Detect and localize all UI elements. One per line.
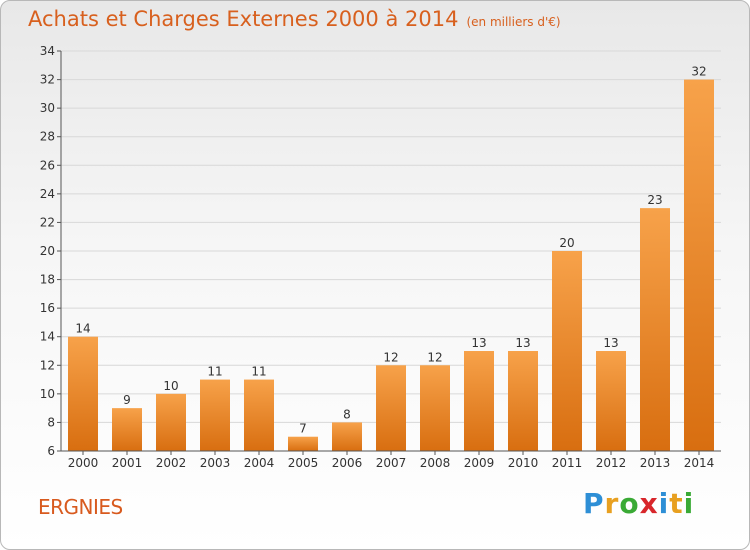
y-tick-label: 10 — [40, 387, 55, 401]
y-tick-label: 16 — [40, 301, 55, 315]
x-tick-label: 2014 — [684, 456, 715, 470]
bar-2006 — [332, 422, 362, 451]
x-tick-label: 2013 — [640, 456, 671, 470]
commune-name: ERGNIES — [38, 495, 123, 519]
bar-2003 — [200, 379, 230, 451]
data-label: 12 — [427, 350, 442, 364]
y-tick-label: 6 — [47, 444, 55, 458]
x-tick-label: 2001 — [112, 456, 143, 470]
x-tick-label: 2008 — [420, 456, 451, 470]
bar-2004 — [244, 379, 274, 451]
data-label: 7 — [299, 422, 307, 436]
bar-2008 — [420, 365, 450, 451]
y-tick-label: 22 — [40, 215, 55, 229]
bar-2012 — [596, 351, 626, 451]
y-tick-label: 8 — [47, 415, 55, 429]
data-label: 8 — [343, 407, 351, 421]
bar-2014 — [684, 79, 714, 452]
x-tick-label: 2009 — [464, 456, 495, 470]
x-tick-label: 2012 — [596, 456, 627, 470]
data-label: 20 — [559, 236, 574, 250]
x-tick-label: 2000 — [68, 456, 99, 470]
y-tick-label: 24 — [40, 187, 55, 201]
bar-2000 — [68, 336, 98, 451]
data-label: 13 — [515, 336, 530, 350]
data-label: 13 — [471, 336, 486, 350]
logo-letter: r — [604, 487, 620, 520]
data-label: 11 — [207, 365, 222, 379]
data-label: 23 — [647, 193, 662, 207]
data-label: 12 — [383, 350, 398, 364]
y-tick-label: 30 — [40, 101, 55, 115]
data-label: 14 — [75, 322, 90, 336]
y-tick-label: 34 — [40, 44, 55, 58]
bar-2009 — [464, 351, 494, 451]
bar-2005 — [288, 436, 318, 451]
logo-letter: o — [619, 487, 640, 520]
data-label: 32 — [691, 65, 706, 79]
y-tick-label: 18 — [40, 273, 55, 287]
x-tick-label: 2007 — [376, 456, 407, 470]
y-tick-label: 20 — [40, 244, 55, 258]
y-tick-label: 28 — [40, 130, 55, 144]
data-label: 13 — [603, 336, 618, 350]
chart-title: Achats et Charges Externes 2000 à 2014 (e… — [28, 7, 561, 31]
y-tick-label: 32 — [40, 73, 55, 87]
x-tick-label: 2003 — [200, 456, 231, 470]
x-tick-label: 2005 — [288, 456, 319, 470]
logo-letter: x — [639, 487, 659, 520]
chart-title-text: Achats et Charges Externes 2000 à 2014 — [28, 7, 459, 31]
x-tick-label: 2004 — [244, 456, 275, 470]
x-tick-label: 2002 — [156, 456, 187, 470]
data-label: 11 — [251, 365, 266, 379]
x-tick-label: 2011 — [552, 456, 583, 470]
bar-2001 — [112, 408, 142, 451]
proxiti-logo: Proxiti — [583, 487, 694, 520]
logo-letter: t — [669, 487, 684, 520]
bar-2010 — [508, 351, 538, 451]
x-tick-label: 2006 — [332, 456, 363, 470]
data-label: 9 — [123, 393, 131, 407]
bar-2011 — [552, 251, 582, 451]
chart-unit: (en milliers d'€) — [466, 15, 561, 29]
logo-letter: i — [683, 487, 695, 520]
bar-2002 — [156, 393, 186, 451]
y-tick-label: 12 — [40, 358, 55, 372]
logo-letter: P — [583, 487, 605, 520]
logo-letter: i — [658, 487, 670, 520]
bar-2007 — [376, 365, 406, 451]
data-label: 10 — [163, 379, 178, 393]
y-tick-label: 14 — [40, 330, 55, 344]
bar-2013 — [640, 208, 670, 451]
x-tick-label: 2010 — [508, 456, 539, 470]
y-tick-label: 26 — [40, 158, 55, 172]
